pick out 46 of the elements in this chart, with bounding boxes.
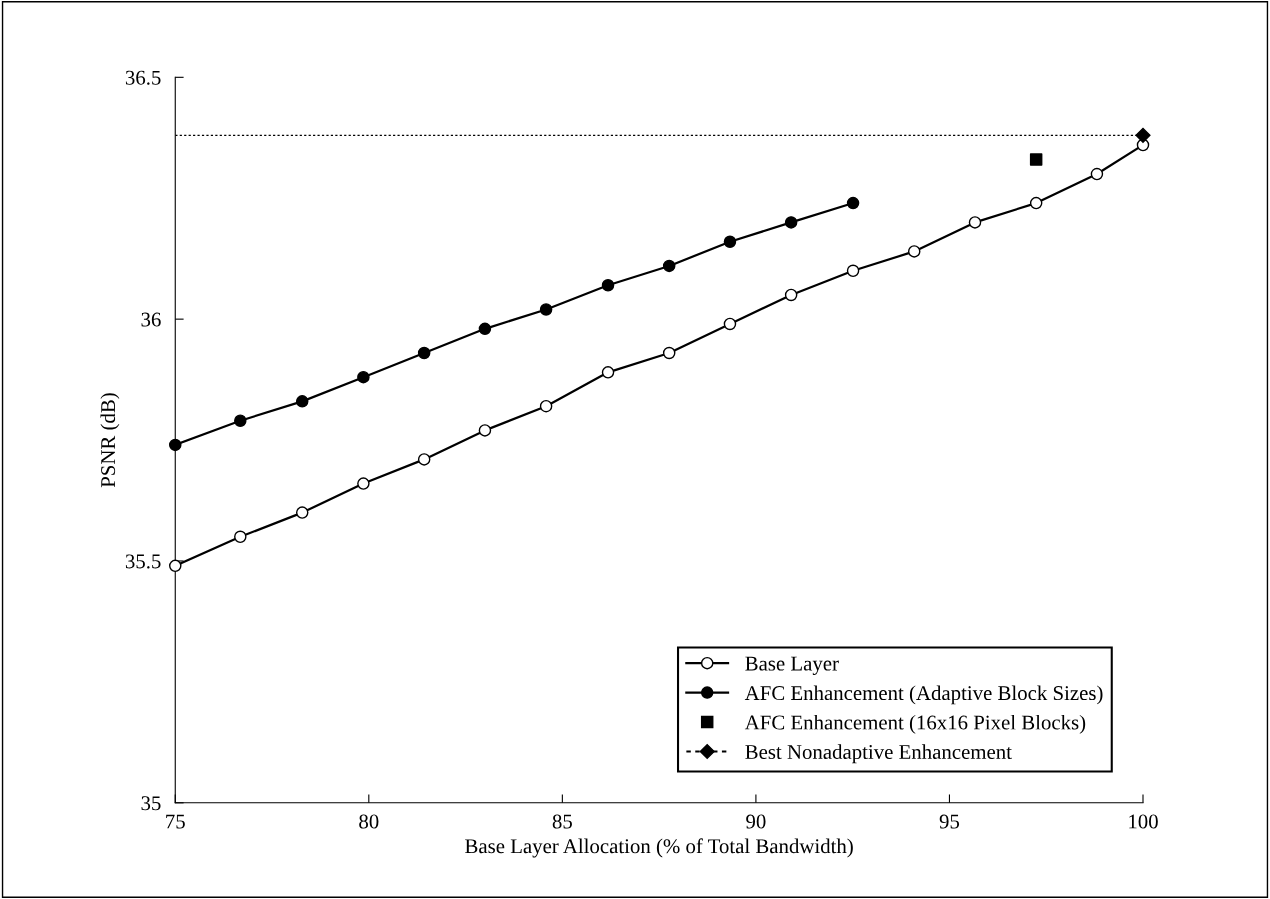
point [234,530,247,544]
point [846,264,860,278]
x-tick-label: 85 [552,814,572,829]
point [478,322,492,336]
point [968,216,982,229]
legend-label: Base Layer [745,656,839,675]
x-axis-title: Base Layer Allocation (% of Total Bandwidth) [465,838,853,858]
x-tick-label: 80 [359,814,379,829]
point [417,453,431,466]
point [601,279,615,292]
y-tick-label: 35 [141,796,161,811]
point [417,346,431,360]
point [723,317,737,331]
point [1090,167,1104,181]
y-axis-title: PSNR (dB) [100,393,120,488]
x-tick-label: 75 [166,814,185,829]
point [1135,127,1151,143]
point [601,366,615,379]
y-tick-label: 36 [141,312,161,327]
point [1029,153,1043,166]
point [662,259,676,273]
point [539,399,553,413]
x-tick-label: 100 [1129,814,1158,829]
point [539,303,553,316]
legend-label: Best Nonadaptive Enhancement [745,744,1012,764]
legend-label: AFC Enhancement (Adaptive Block Sizes) [744,685,1103,705]
point [662,346,676,360]
point [295,395,309,408]
point [723,235,737,249]
point [478,424,492,437]
point [846,196,860,210]
point [357,370,370,384]
y-tick-label: 35.5 [125,554,161,569]
point [907,245,921,258]
point [169,438,182,452]
point [357,477,370,490]
y-tick-label: 36.5 [125,70,161,85]
point [234,414,247,427]
x-tick-label: 95 [939,814,960,829]
point [784,288,798,302]
point [784,216,798,229]
point [295,506,309,519]
point [1029,196,1043,210]
legend-label: AFC Enhancement (16x16 Pixel Blocks) [744,714,1086,734]
point [169,559,182,573]
x-tick-label: 90 [746,814,766,829]
